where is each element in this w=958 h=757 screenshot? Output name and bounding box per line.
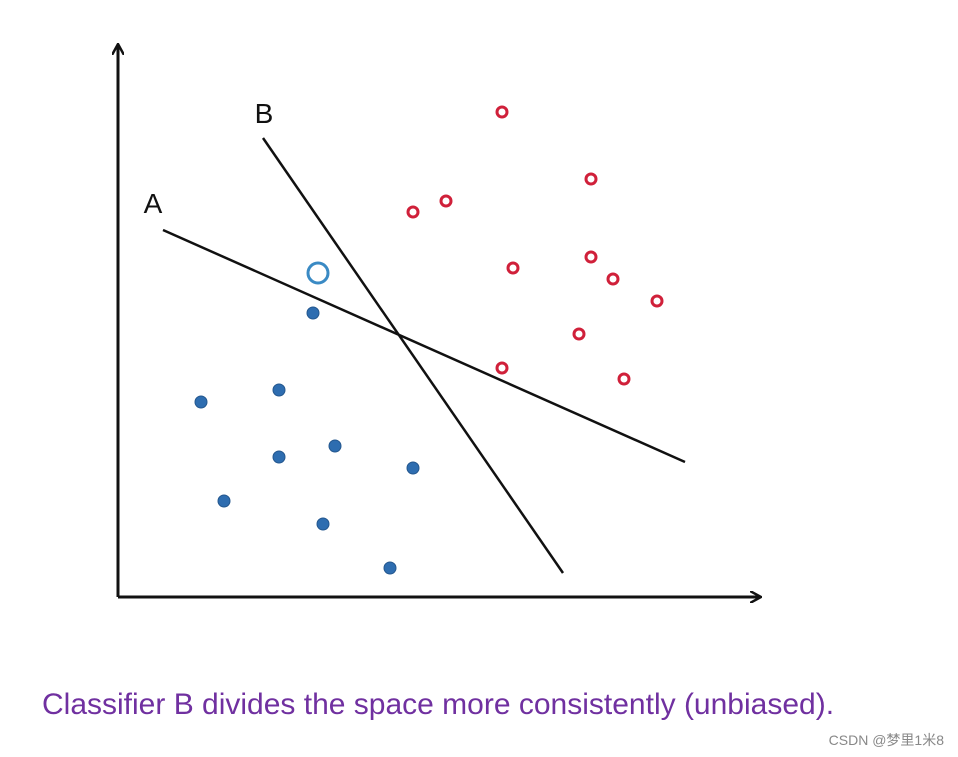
red-point [572,327,586,341]
classifier-a-line [162,228,686,464]
red-point [506,261,520,275]
blue-point [328,439,342,453]
red-point [650,294,664,308]
red-point [584,172,598,186]
watermark: CSDN @梦里1米8 [829,732,945,748]
red-point [495,105,509,119]
red-points [406,105,664,386]
label-a: A [144,188,163,219]
classifier-b-line [261,137,565,574]
blue-point [406,461,420,475]
new-point [306,261,330,285]
blue-points [194,306,420,575]
blue-point [383,561,397,575]
blue-point [272,450,286,464]
red-point [617,372,631,386]
red-point [406,205,420,219]
red-point [495,361,509,375]
caption: Classifier B divides the space more cons… [42,688,834,721]
blue-point [316,517,330,531]
blue-point [217,494,231,508]
label-b: B [255,98,274,129]
blue-point [306,306,320,320]
red-point [439,194,453,208]
blue-point [272,383,286,397]
red-point [584,250,598,264]
red-point [606,272,620,286]
axes [118,45,760,597]
blue-point [194,395,208,409]
